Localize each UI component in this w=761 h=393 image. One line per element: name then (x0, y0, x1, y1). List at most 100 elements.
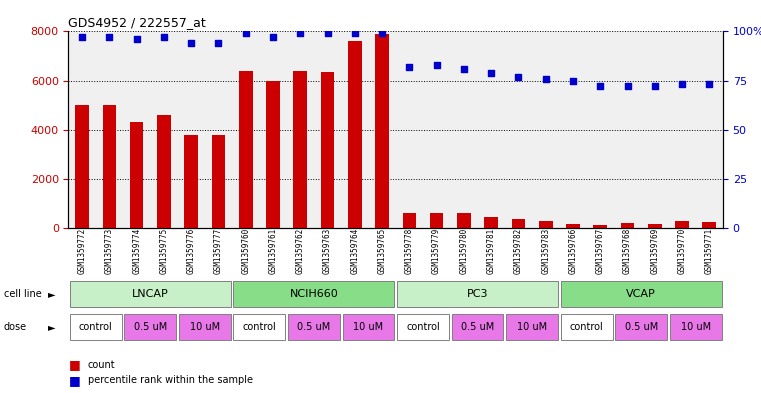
Text: GSM1359783: GSM1359783 (541, 228, 550, 274)
Point (376, 30, 388, 37)
Bar (288, 314, 340, 340)
Text: GSM1359772: GSM1359772 (78, 228, 87, 274)
Text: GSM1359777: GSM1359777 (214, 228, 223, 274)
Bar (124, 314, 177, 340)
Bar (702, 222, 716, 228)
Text: GSM1359760: GSM1359760 (241, 228, 250, 274)
Bar (75, 105, 89, 228)
Point (349, 30, 361, 37)
Point (431, 62, 443, 68)
Text: GSM1359761: GSM1359761 (269, 228, 278, 274)
Text: GSM1359768: GSM1359768 (623, 228, 632, 274)
Text: 10 uM: 10 uM (353, 322, 384, 332)
Bar (621, 223, 635, 228)
Point (703, 81, 715, 88)
Bar (430, 213, 444, 228)
Point (267, 34, 279, 40)
Text: GSM1359775: GSM1359775 (160, 228, 168, 274)
Text: ►: ► (48, 289, 56, 299)
Bar (266, 81, 280, 228)
Point (240, 30, 252, 37)
Text: GSM1359769: GSM1359769 (651, 228, 659, 274)
Text: GSM1359766: GSM1359766 (568, 228, 578, 274)
Bar (130, 122, 144, 228)
Text: GSM1359774: GSM1359774 (132, 228, 141, 274)
Point (212, 40, 224, 46)
Text: GSM1359779: GSM1359779 (432, 228, 441, 274)
Bar (457, 213, 471, 228)
Point (676, 81, 688, 88)
Bar (403, 213, 416, 228)
Bar (397, 281, 558, 307)
Bar (342, 314, 394, 340)
Text: dose: dose (4, 322, 27, 332)
Text: GSM1359765: GSM1359765 (377, 228, 387, 274)
Point (131, 36, 143, 42)
Bar (594, 225, 607, 228)
Point (485, 70, 497, 76)
Bar (375, 34, 389, 228)
Bar (506, 314, 558, 340)
Point (76, 34, 88, 40)
Text: ■: ■ (68, 374, 80, 387)
Text: ►: ► (48, 322, 56, 332)
Bar (561, 281, 721, 307)
Bar (157, 115, 170, 228)
Text: 0.5 uM: 0.5 uM (134, 322, 167, 332)
Text: 10 uM: 10 uM (189, 322, 220, 332)
Text: control: control (406, 322, 440, 332)
Text: 0.5 uM: 0.5 uM (625, 322, 658, 332)
Text: control: control (570, 322, 603, 332)
Point (158, 34, 170, 40)
Text: GSM1359762: GSM1359762 (296, 228, 304, 274)
Text: GSM1359763: GSM1359763 (323, 228, 332, 274)
Text: 0.5 uM: 0.5 uM (461, 322, 494, 332)
Text: 10 uM: 10 uM (680, 322, 711, 332)
Text: GSM1359773: GSM1359773 (105, 228, 114, 274)
Bar (184, 134, 198, 228)
Point (567, 77, 579, 84)
Text: GSM1359771: GSM1359771 (705, 228, 714, 274)
Text: GSM1359764: GSM1359764 (350, 228, 359, 274)
Text: 10 uM: 10 uM (517, 322, 547, 332)
Point (512, 73, 524, 80)
Bar (320, 72, 334, 228)
Text: control: control (79, 322, 113, 332)
Bar (70, 281, 231, 307)
Text: GSM1359780: GSM1359780 (460, 228, 468, 274)
Point (648, 83, 661, 90)
Bar (675, 220, 689, 228)
Text: PC3: PC3 (466, 289, 489, 299)
Text: ■: ■ (68, 358, 80, 371)
Bar (511, 219, 525, 228)
Bar (179, 314, 231, 340)
Text: GSM1359781: GSM1359781 (487, 228, 495, 274)
Bar (70, 314, 122, 340)
Bar (348, 41, 361, 228)
Bar (234, 314, 285, 340)
Bar (615, 314, 667, 340)
Text: cell line: cell line (4, 289, 42, 299)
Point (295, 30, 307, 37)
Bar (539, 220, 552, 228)
Bar (561, 314, 613, 340)
Bar (670, 314, 721, 340)
Point (458, 66, 470, 72)
Bar (397, 314, 449, 340)
Point (185, 40, 197, 46)
Bar (234, 281, 394, 307)
Bar (294, 71, 307, 228)
Text: LNCAP: LNCAP (132, 289, 169, 299)
Text: GSM1359778: GSM1359778 (405, 228, 414, 274)
Point (321, 30, 333, 37)
Bar (566, 224, 580, 228)
Point (540, 75, 552, 82)
Point (403, 64, 416, 70)
Bar (239, 71, 253, 228)
Point (594, 83, 607, 90)
Text: GSM1359782: GSM1359782 (514, 228, 523, 274)
Text: GSM1359770: GSM1359770 (677, 228, 686, 274)
Text: count: count (88, 360, 115, 370)
Text: VCAP: VCAP (626, 289, 656, 299)
Point (103, 34, 116, 40)
